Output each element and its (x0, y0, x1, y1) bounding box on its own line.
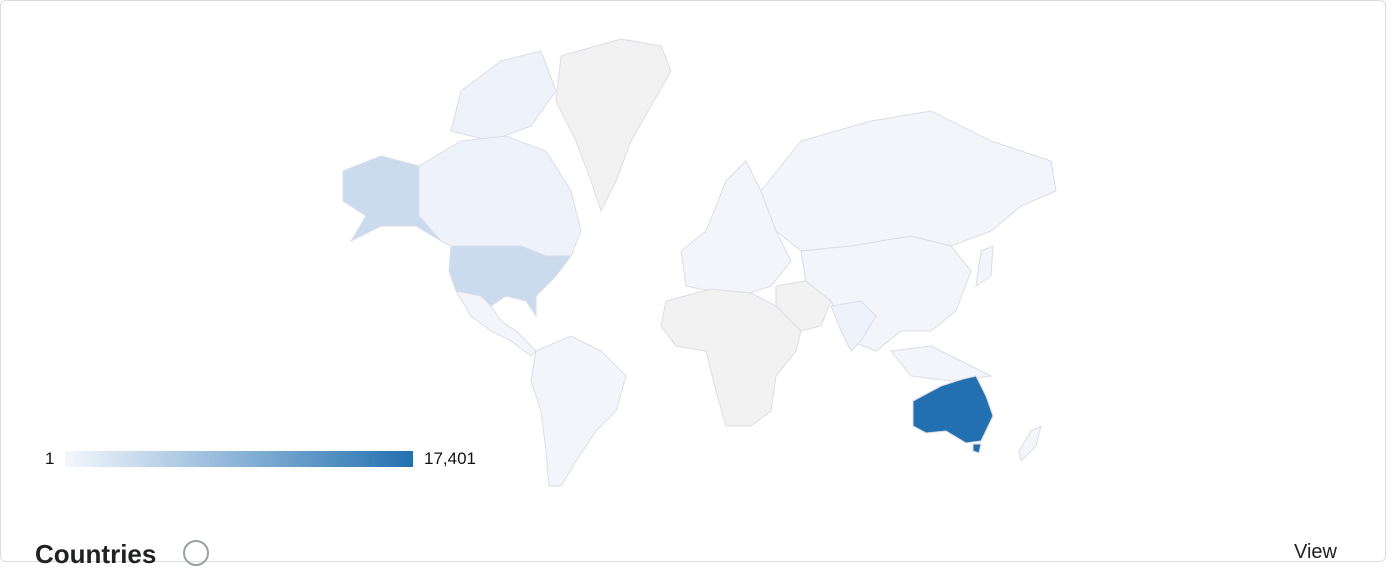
info-icon[interactable] (183, 540, 209, 566)
region-asia[interactable] (800, 235, 972, 352)
region-russia[interactable] (760, 110, 1057, 252)
region-india[interactable] (830, 300, 877, 352)
region-australia[interactable] (912, 375, 994, 444)
region-canada-islands[interactable] (450, 50, 557, 142)
region-south-america[interactable] (530, 335, 627, 487)
region-africa[interactable] (660, 288, 802, 427)
region-japan[interactable] (975, 245, 994, 288)
legend-gradient-bar (65, 451, 413, 467)
world-map[interactable] (331, 31, 1071, 491)
region-tasmania[interactable] (972, 443, 982, 454)
region-southeast-asia[interactable] (890, 345, 993, 382)
region-greenland[interactable] (555, 38, 672, 213)
view-link[interactable]: View (1294, 541, 1337, 563)
region-canada[interactable] (418, 135, 582, 257)
section-title: Countries (35, 539, 157, 569)
legend-max-label: 17,401 (424, 449, 476, 468)
region-new-zealand[interactable] (1018, 425, 1042, 463)
region-alaska[interactable] (342, 155, 442, 243)
legend-min-label: 1 (45, 449, 55, 468)
